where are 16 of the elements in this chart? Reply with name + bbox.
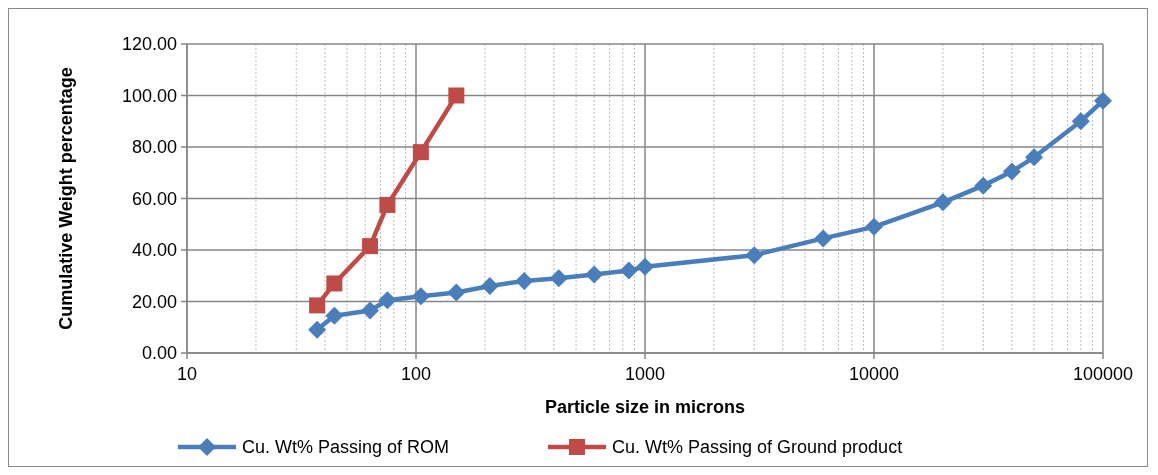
y-tick-label: 120.00 bbox=[121, 34, 177, 54]
y-tick-label: 100.00 bbox=[121, 85, 177, 106]
x-tick-label: 100000 bbox=[1072, 364, 1134, 384]
x-tick-label: 100 bbox=[400, 364, 432, 384]
y-axis-title: Cumulative Weight percentage bbox=[56, 67, 76, 330]
x-axis-title: Particle size in microns bbox=[544, 397, 746, 417]
y-tick-label: 80.00 bbox=[131, 137, 177, 157]
y-tick-label: 20.00 bbox=[131, 291, 177, 312]
y-tick-label: 0.00 bbox=[141, 343, 177, 363]
legend-label: Cu. Wt% Passing of Ground product bbox=[612, 437, 903, 457]
x-tick-label: 10000 bbox=[848, 364, 900, 384]
legend-label: Cu. Wt% Passing of ROM bbox=[242, 437, 450, 457]
y-tick-label: 40.00 bbox=[131, 240, 177, 260]
y-tick-label: 60.00 bbox=[131, 188, 177, 209]
x-tick-label: 10 bbox=[176, 364, 198, 384]
x-tick-label: 1000 bbox=[624, 364, 666, 384]
